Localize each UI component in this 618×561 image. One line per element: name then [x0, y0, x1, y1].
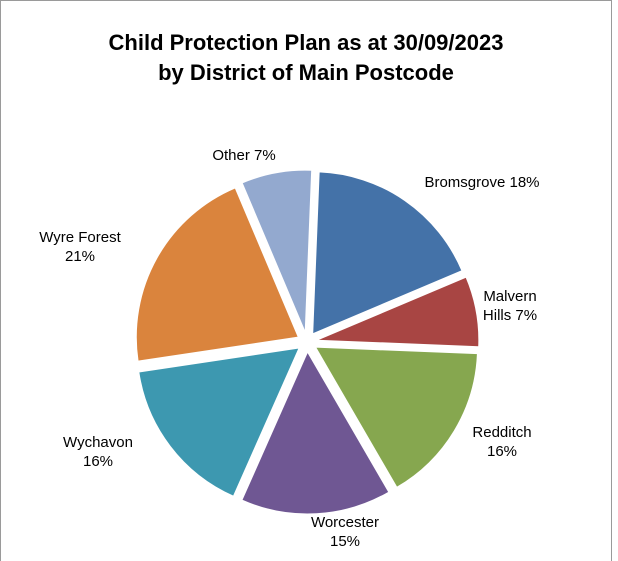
- pie-slice-wyre-forest: [135, 187, 299, 362]
- slice-label-malvern-hills: Malvern Hills 7%: [483, 288, 537, 324]
- pie-slice-bromsgrove: [312, 171, 463, 335]
- chart-title-line-2: by District of Main Postcode: [158, 60, 454, 85]
- slice-label-wychavon: Wychavon 16%: [63, 434, 133, 470]
- pie-slice-redditch: [314, 346, 478, 488]
- slice-label-worcester: Worcester 15%: [311, 514, 379, 550]
- chart-border-left: [0, 0, 1, 561]
- pie-slice-wychavon: [138, 347, 300, 497]
- slice-label-bromsgrove: Bromsgrove 18%: [424, 174, 539, 191]
- chart-title-line-1: Child Protection Plan as at 30/09/2023: [108, 30, 504, 55]
- slice-label-redditch: Redditch 16%: [472, 424, 531, 460]
- slice-label-wyre-forest: Wyre Forest 21%: [39, 229, 121, 265]
- pie-slice-other: [241, 169, 313, 333]
- pie-slice-malvern-hills: [316, 276, 480, 348]
- slice-label-other: Other 7%: [212, 147, 275, 164]
- pie-slice-worcester: [241, 350, 390, 515]
- chart-title: Child Protection Plan as at 30/09/2023 b…: [0, 28, 612, 88]
